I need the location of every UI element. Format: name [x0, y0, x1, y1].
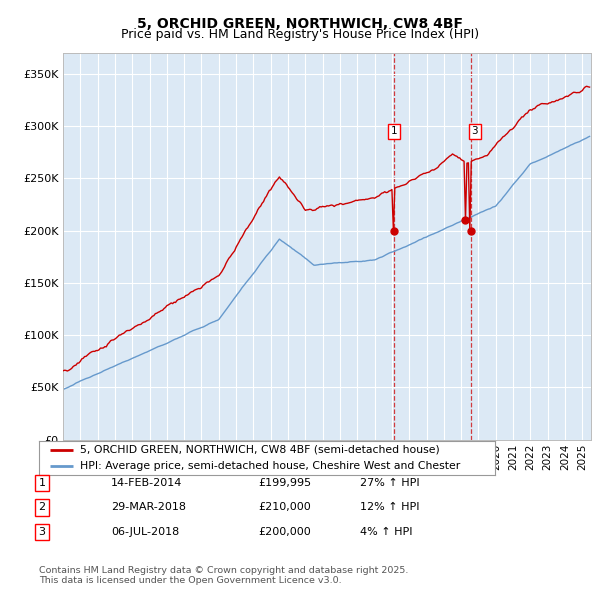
Text: 29-MAR-2018: 29-MAR-2018 [111, 503, 186, 512]
Text: 3: 3 [472, 126, 478, 136]
Text: 4% ↑ HPI: 4% ↑ HPI [360, 527, 413, 537]
Text: £210,000: £210,000 [258, 503, 311, 512]
Text: 5, ORCHID GREEN, NORTHWICH, CW8 4BF (semi-detached house): 5, ORCHID GREEN, NORTHWICH, CW8 4BF (sem… [80, 445, 440, 455]
Text: 12% ↑ HPI: 12% ↑ HPI [360, 503, 419, 512]
Text: 1: 1 [38, 478, 46, 487]
Text: 5, ORCHID GREEN, NORTHWICH, CW8 4BF: 5, ORCHID GREEN, NORTHWICH, CW8 4BF [137, 17, 463, 31]
Text: 3: 3 [38, 527, 46, 537]
Text: HPI: Average price, semi-detached house, Cheshire West and Chester: HPI: Average price, semi-detached house,… [80, 461, 460, 471]
Text: 06-JUL-2018: 06-JUL-2018 [111, 527, 179, 537]
Text: £200,000: £200,000 [258, 527, 311, 537]
Text: 27% ↑ HPI: 27% ↑ HPI [360, 478, 419, 487]
Text: 14-FEB-2014: 14-FEB-2014 [111, 478, 182, 487]
Text: £199,995: £199,995 [258, 478, 311, 487]
Text: 1: 1 [391, 126, 397, 136]
Text: 2: 2 [38, 503, 46, 512]
Text: Contains HM Land Registry data © Crown copyright and database right 2025.
This d: Contains HM Land Registry data © Crown c… [39, 566, 409, 585]
Text: Price paid vs. HM Land Registry's House Price Index (HPI): Price paid vs. HM Land Registry's House … [121, 28, 479, 41]
